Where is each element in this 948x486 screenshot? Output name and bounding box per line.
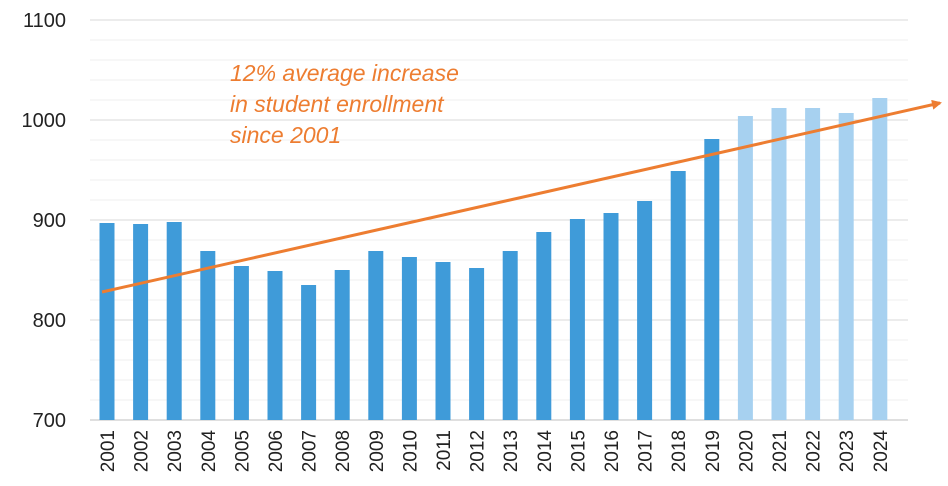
y-tick-label: 700 xyxy=(33,410,66,432)
x-tick-label: 2002 xyxy=(132,430,153,472)
gridlines xyxy=(90,19,908,421)
bar-2003 xyxy=(166,222,182,420)
x-tick-label: 2006 xyxy=(266,430,287,472)
x-tick-label: 2018 xyxy=(669,430,690,472)
annotation-line-1: 12% average increase xyxy=(230,60,459,86)
bars xyxy=(99,98,888,420)
y-tick-label: 1100 xyxy=(23,10,66,32)
bar-2002 xyxy=(133,224,149,420)
bar-2023 xyxy=(838,113,854,420)
x-tick-label: 2013 xyxy=(501,430,522,472)
y-tick-label: 900 xyxy=(33,210,66,232)
annotation-line-2: in student enrollment xyxy=(230,91,444,117)
bar-2021 xyxy=(771,108,787,420)
x-tick-label: 2022 xyxy=(804,430,825,472)
x-tick-label: 2004 xyxy=(199,430,220,473)
x-tick-label: 2001 xyxy=(98,430,119,472)
x-tick-label: 2017 xyxy=(636,430,657,472)
bar-2024 xyxy=(872,98,888,420)
x-tick-label: 2020 xyxy=(736,430,757,472)
bar-2019 xyxy=(704,139,720,420)
x-tick-label: 2012 xyxy=(468,430,489,472)
annotation-line-3: since 2001 xyxy=(230,122,342,148)
bar-2009 xyxy=(368,251,384,420)
y-tick-label: 800 xyxy=(33,310,66,332)
x-tick-label: 2021 xyxy=(770,430,791,472)
x-tick-label: 2014 xyxy=(535,430,556,473)
trend-arrow-group xyxy=(101,99,942,294)
x-tick-label: 2007 xyxy=(300,430,321,472)
bar-2007 xyxy=(301,285,317,420)
x-tick-label: 2009 xyxy=(367,430,388,472)
x-tick-label: 2005 xyxy=(232,430,253,472)
x-tick-label: 2008 xyxy=(333,430,354,472)
bar-2001 xyxy=(99,223,115,420)
bar-2022 xyxy=(805,108,821,420)
bar-2018 xyxy=(670,171,686,420)
trend-annotation: 12% average increase in student enrollme… xyxy=(230,58,459,151)
x-tick-label: 2015 xyxy=(568,430,589,472)
bar-2020 xyxy=(737,116,753,420)
x-tick-label: 2016 xyxy=(602,430,623,472)
bar-2008 xyxy=(334,270,350,420)
y-axis: 700 800 900 1000 1100 xyxy=(22,10,67,432)
bar-2005 xyxy=(233,266,249,420)
x-axis: 2001 2002 2003 2004 2005 2006 2007 2008 2009 2010… xyxy=(98,430,892,473)
bar-2006 xyxy=(267,271,283,420)
bar-2012 xyxy=(469,268,485,420)
x-tick-label: 2023 xyxy=(837,430,858,472)
bar-2015 xyxy=(569,219,585,420)
x-tick-label: 2024 xyxy=(871,430,892,473)
bar-2017 xyxy=(637,201,653,420)
x-tick-label: 2011 xyxy=(434,430,455,471)
trend-arrow xyxy=(101,99,942,294)
bar-2014 xyxy=(536,232,552,420)
bar-2013 xyxy=(502,251,518,420)
x-tick-label: 2019 xyxy=(703,430,724,472)
bar-2016 xyxy=(603,213,619,420)
bar-2010 xyxy=(401,257,417,420)
x-tick-label: 2010 xyxy=(400,430,421,472)
x-tick-label: 2003 xyxy=(165,430,186,472)
bar-2011 xyxy=(435,262,451,420)
y-tick-label: 1000 xyxy=(22,110,67,132)
bar-2004 xyxy=(200,251,216,420)
